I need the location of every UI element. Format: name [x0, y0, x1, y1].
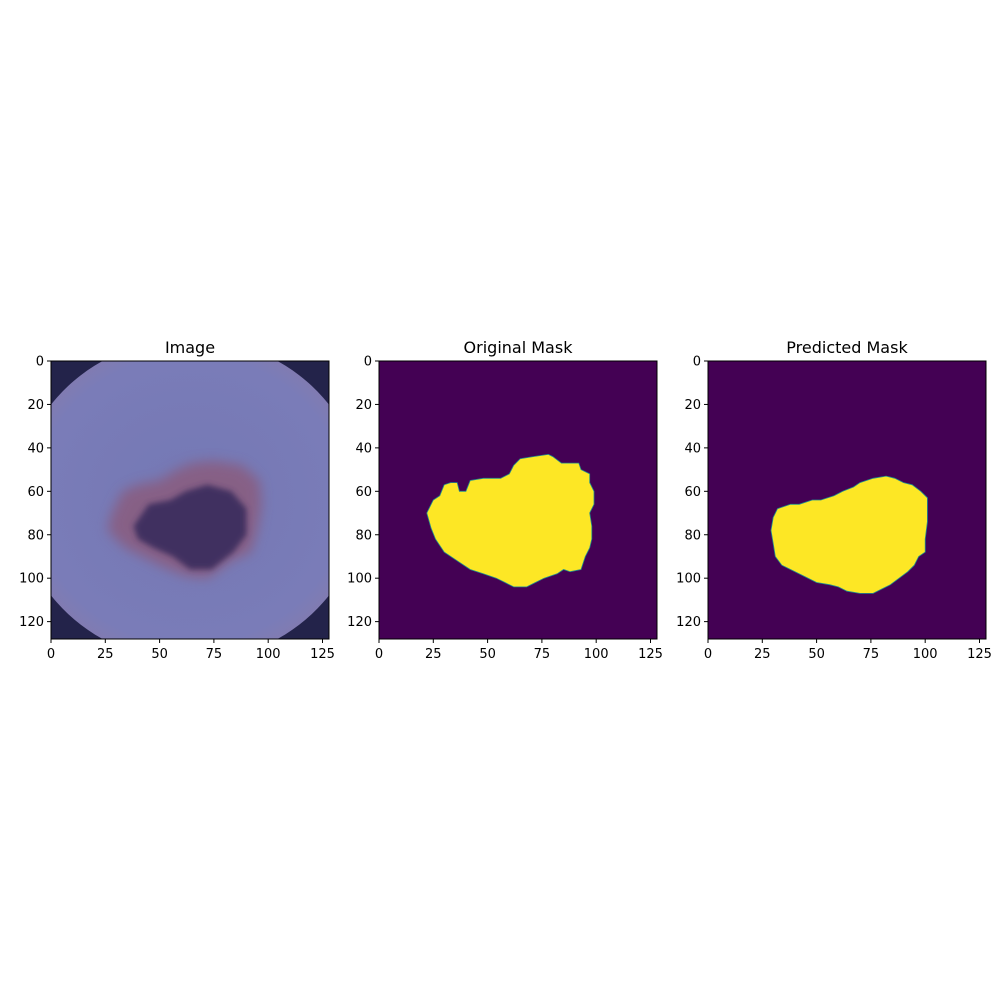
x-tick-label: 50: [808, 647, 825, 662]
predicted-mask-frame: [707, 360, 987, 640]
y-tick-label: 40: [27, 441, 44, 456]
image-frame: [50, 360, 330, 640]
x-tick-label: 75: [534, 647, 551, 662]
x-tick-label: 50: [479, 647, 496, 662]
x-tick-label: 50: [151, 647, 168, 662]
lesion-core: [133, 484, 247, 570]
y-tick-label: 40: [355, 441, 372, 456]
x-tick-label: 25: [754, 647, 771, 662]
y-tick-label: 60: [684, 485, 701, 500]
mask-region: [426, 453, 595, 588]
original-mask-panel: Original Mask 0 25 50 75 100 125 0 20 40 60 80 100 12…: [347, 338, 663, 662]
image-panel: Image 0 25 50 75 100 125 0 20 40 60 80 100 120: [19, 338, 335, 662]
y-tick-label: 20: [355, 398, 372, 413]
image-content: [51, 361, 329, 639]
x-tick-label: 75: [206, 647, 223, 662]
mask-region: [770, 475, 928, 594]
original-mask-frame: [378, 360, 658, 640]
y-tick-label: 120: [676, 615, 701, 630]
x-tick-label: 0: [375, 647, 383, 662]
y-tick-label: 80: [27, 528, 44, 543]
original-mask-content: [379, 361, 657, 639]
y-tick-label: 0: [36, 355, 44, 370]
predicted-mask-title: Predicted Mask: [786, 338, 908, 357]
x-tick-label: 0: [47, 647, 55, 662]
x-tick-label: 25: [97, 647, 114, 662]
x-tick-label: 100: [256, 647, 281, 662]
original-mask-title: Original Mask: [464, 338, 574, 357]
y-tick-label: 80: [684, 528, 701, 543]
x-tick-label: 25: [425, 647, 442, 662]
y-tick-label: 20: [684, 398, 701, 413]
y-tick-label: 0: [693, 355, 701, 370]
image-title: Image: [165, 338, 215, 357]
y-tick-label: 100: [676, 572, 701, 587]
x-tick-label: 125: [967, 647, 992, 662]
predicted-mask-content: [708, 361, 986, 639]
x-tick-label: 125: [310, 647, 335, 662]
x-tick-label: 75: [863, 647, 880, 662]
y-tick-label: 100: [19, 572, 44, 587]
x-tick-label: 125: [638, 647, 663, 662]
x-tick-label: 100: [584, 647, 609, 662]
y-tick-label: 60: [27, 485, 44, 500]
y-tick-label: 100: [347, 572, 372, 587]
x-tick-label: 100: [913, 647, 938, 662]
predicted-mask-panel: Predicted Mask 0 25 50 75 100 125 0 20 40 60 80 100 1…: [676, 338, 992, 662]
y-tick-label: 20: [27, 398, 44, 413]
y-tick-label: 80: [355, 528, 372, 543]
y-tick-label: 60: [355, 485, 372, 500]
y-tick-label: 120: [19, 615, 44, 630]
y-tick-label: 0: [364, 355, 372, 370]
x-tick-label: 0: [704, 647, 712, 662]
y-tick-label: 120: [347, 615, 372, 630]
y-tick-label: 40: [684, 441, 701, 456]
